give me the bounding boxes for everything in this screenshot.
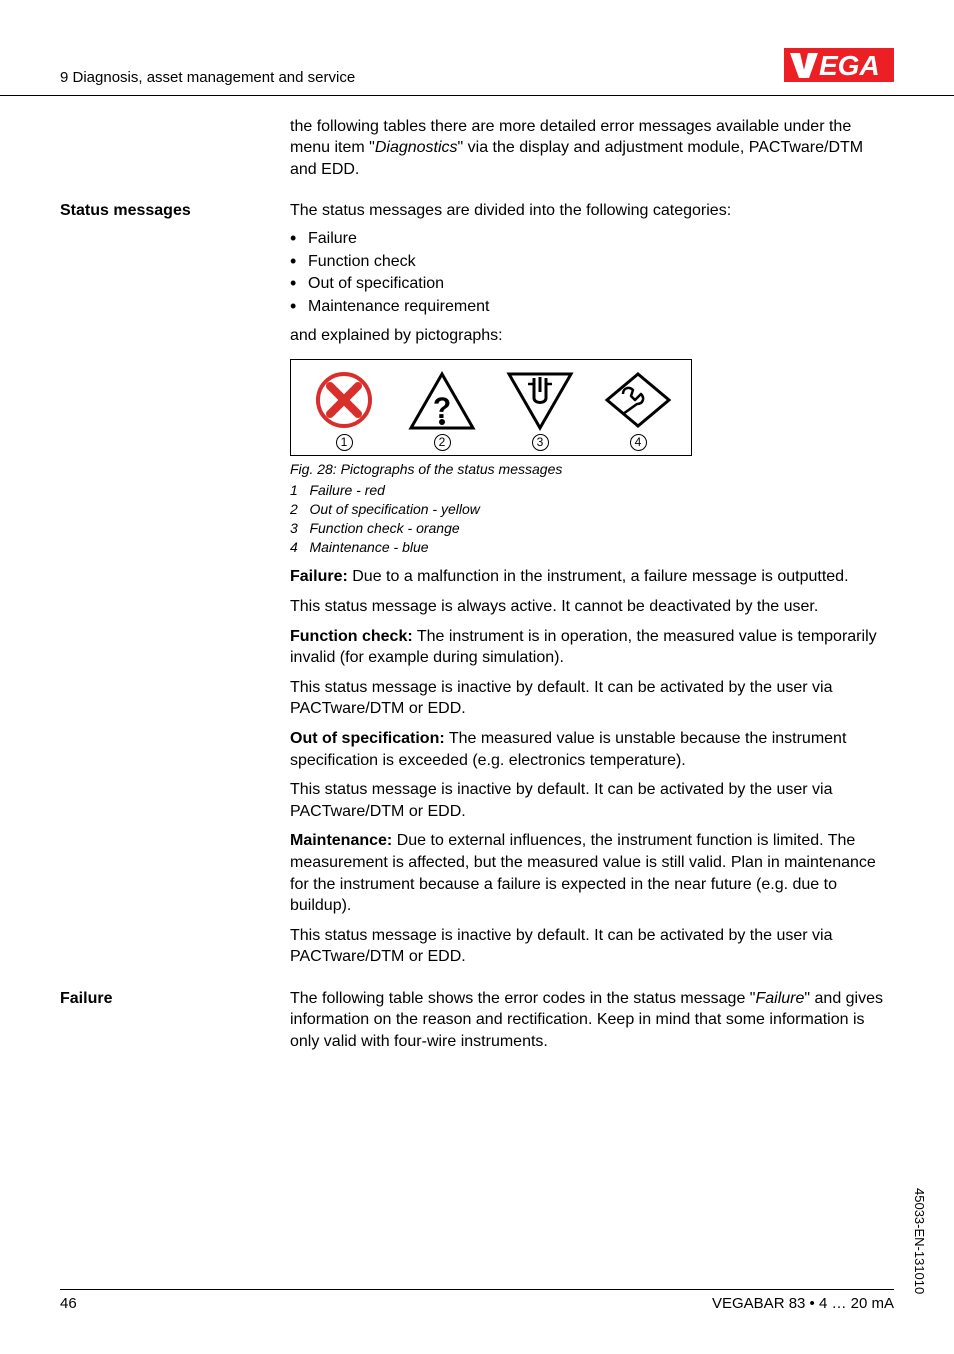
pictograph-oos: ? 2: [407, 370, 477, 451]
label-failure: Failure:: [290, 568, 348, 585]
pictograph-function-check: 3: [505, 370, 575, 451]
failure-paragraph: The following table shows the error code…: [290, 988, 894, 1053]
status-side-label: Status messages: [60, 200, 290, 222]
footer: 46 VEGABAR 83 • 4 … 20 mA: [60, 1289, 894, 1314]
product-name: VEGABAR 83 • 4 … 20 mA: [712, 1294, 894, 1314]
para-oos: Out of specification: The measured value…: [290, 728, 894, 771]
bullet-item: Failure: [290, 228, 894, 250]
legend-text: Maintenance - blue: [309, 539, 428, 555]
pict-num-2: 2: [434, 434, 451, 451]
legend-text: Function check - orange: [309, 520, 459, 536]
para-maint-2: This status message is inactive by defau…: [290, 925, 894, 968]
doc-code-vertical: 45033-EN-131010: [910, 1188, 928, 1294]
page-number: 46: [60, 1294, 77, 1314]
para-failure-2: This status message is always active. It…: [290, 596, 894, 618]
legend-text: Failure - red: [309, 482, 384, 498]
status-bullet-list: Failure Function check Out of specificat…: [290, 228, 894, 317]
label-func: Function check:: [290, 628, 413, 645]
text-failure: Due to a malfunction in the instrument, …: [348, 568, 849, 585]
para-maint: Maintenance: Due to external influences,…: [290, 830, 894, 916]
legend-num: 1: [290, 482, 298, 498]
pict-num-4: 4: [630, 434, 647, 451]
figure-legend: 1 Failure - red 2 Out of specification -…: [290, 481, 894, 557]
main-content: the following tables there are more deta…: [0, 96, 954, 1059]
bullet-item: Out of specification: [290, 273, 894, 295]
figure-caption: Fig. 28: Pictographs of the status messa…: [290, 460, 894, 479]
section-title: 9 Diagnosis, asset management and servic…: [60, 68, 355, 88]
intro-paragraph: the following tables there are more deta…: [290, 116, 894, 181]
legend-text: Out of specification - yellow: [309, 501, 479, 517]
pictograph-maintenance: 4: [603, 370, 673, 451]
vega-logo: EGA: [784, 48, 894, 89]
status-intro: The status messages are divided into the…: [290, 200, 894, 222]
status-explained: and explained by pictographs:: [290, 325, 894, 347]
para-func: Function check: The instrument is in ope…: [290, 626, 894, 669]
bullet-item: Maintenance requirement: [290, 296, 894, 318]
pictograph-figure: 1 ? 2: [290, 359, 692, 456]
para-oos-2: This status message is inactive by defau…: [290, 779, 894, 822]
intro-italic: Diagnostics: [375, 139, 458, 156]
header: 9 Diagnosis, asset management and servic…: [0, 0, 954, 96]
failure-side-label: Failure: [60, 988, 290, 1010]
pictograph-failure: 1: [309, 370, 379, 451]
bullet-item: Function check: [290, 251, 894, 273]
failure-prefix: The following table shows the error code…: [290, 990, 755, 1007]
legend-num: 3: [290, 520, 298, 536]
para-failure: Failure: Due to a malfunction in the ins…: [290, 566, 894, 588]
svg-text:EGA: EGA: [819, 50, 880, 81]
pict-num-3: 3: [532, 434, 549, 451]
pict-num-1: 1: [336, 434, 353, 451]
legend-num: 2: [290, 501, 298, 517]
label-oos: Out of specification:: [290, 730, 445, 747]
label-maint: Maintenance:: [290, 832, 392, 849]
para-func-2: This status message is inactive by defau…: [290, 677, 894, 720]
legend-num: 4: [290, 539, 298, 555]
failure-italic: Failure: [755, 990, 804, 1007]
